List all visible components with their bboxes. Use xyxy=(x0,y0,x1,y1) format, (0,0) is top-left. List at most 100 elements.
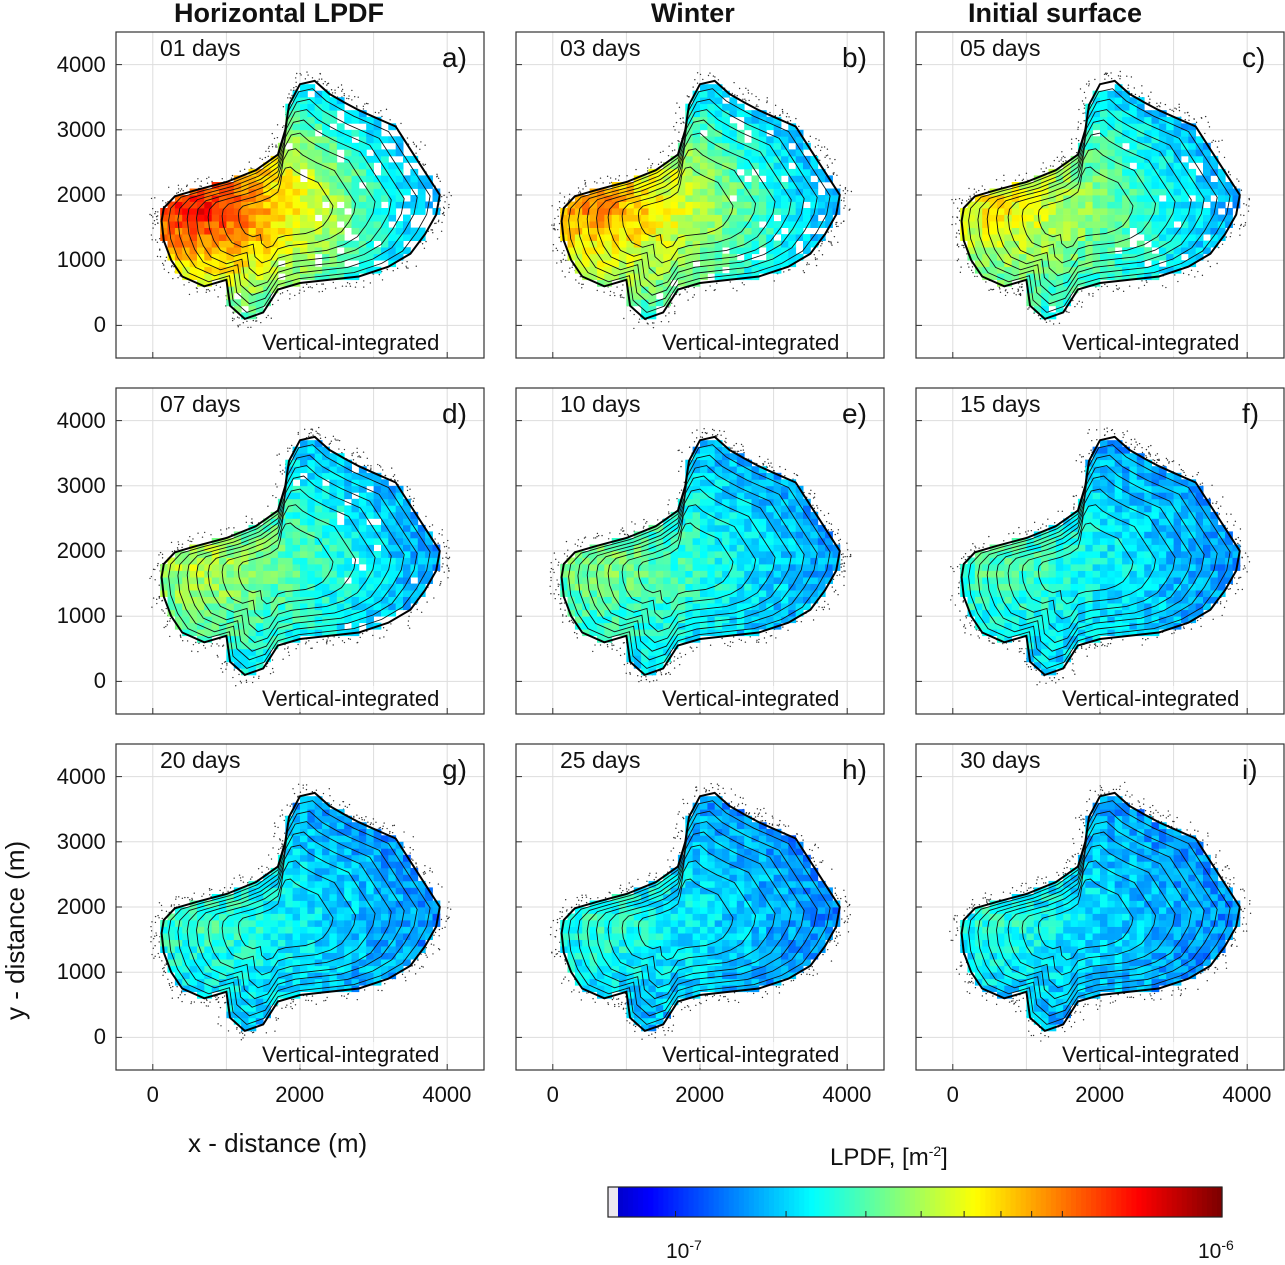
stipple-dot xyxy=(436,173,438,176)
lpdf-cell xyxy=(322,136,330,144)
lpdf-cell xyxy=(677,227,686,235)
stipple-dot xyxy=(623,317,625,320)
lpdf-cell xyxy=(1092,142,1101,150)
stipple-dot xyxy=(343,94,345,97)
stipple-dot xyxy=(960,266,962,268)
lpdf-cell xyxy=(1151,110,1160,118)
stipple-dot xyxy=(826,148,829,150)
lpdf-cell xyxy=(314,136,323,144)
lpdf-cell xyxy=(1085,208,1094,215)
lpdf-cell xyxy=(714,208,723,215)
stipple-dot xyxy=(288,93,290,95)
stipple-dot xyxy=(152,227,154,229)
lpdf-cell xyxy=(226,253,235,261)
lpdf-cell xyxy=(1122,234,1130,241)
stipple-dot xyxy=(974,275,976,278)
lpdf-cell xyxy=(567,201,576,209)
stipple-dot xyxy=(239,680,242,683)
stipple-dot xyxy=(962,244,965,247)
lpdf-cell xyxy=(395,136,404,144)
stipple-dot xyxy=(1022,289,1024,292)
lpdf-cell xyxy=(241,253,249,261)
stipple-dot xyxy=(311,287,313,289)
lpdf-cell xyxy=(226,208,235,215)
lpdf-cell xyxy=(263,292,271,300)
lpdf-cell xyxy=(1210,182,1219,189)
stipple-dot xyxy=(183,284,185,286)
lpdf-cell xyxy=(307,201,316,209)
lpdf-cell xyxy=(788,227,797,235)
lpdf-cell xyxy=(589,201,598,209)
stipple-dot xyxy=(363,280,365,282)
lpdf-cell xyxy=(1085,273,1094,281)
stipple-dot xyxy=(1070,148,1073,150)
stipple-dot xyxy=(832,173,835,176)
lpdf-cell xyxy=(751,142,760,150)
stipple-dot xyxy=(830,241,832,243)
lpdf-cell xyxy=(648,266,657,274)
lpdf-cell xyxy=(655,273,664,281)
stipple-dot xyxy=(168,186,170,188)
lpdf-cell xyxy=(700,110,708,118)
lpdf-cell xyxy=(1041,227,1049,235)
lpdf-cell xyxy=(300,273,308,281)
lpdf-cell xyxy=(700,234,708,241)
stipple-dot xyxy=(766,101,768,104)
stipple-dot xyxy=(265,316,268,319)
stipple-dot xyxy=(1045,167,1047,169)
lpdf-cell xyxy=(160,583,168,591)
lpdf-cell xyxy=(189,201,198,209)
lpdf-cell xyxy=(648,214,657,222)
stipple-dot xyxy=(809,135,812,138)
lpdf-cell xyxy=(1055,175,1064,183)
stipple-dot xyxy=(1146,281,1148,284)
lpdf-cell xyxy=(1136,182,1145,189)
lpdf-cell xyxy=(292,195,301,202)
lpdf-cell xyxy=(736,149,745,157)
lpdf-cell xyxy=(300,260,308,268)
stipple-dot xyxy=(1208,126,1211,128)
lpdf-cell xyxy=(1041,208,1049,215)
lpdf-cell xyxy=(300,162,308,170)
stipple-dot xyxy=(181,546,183,549)
lpdf-cell xyxy=(1122,110,1130,118)
lpdf-cell xyxy=(307,175,316,183)
lpdf-cell xyxy=(700,273,708,281)
lpdf-cell xyxy=(663,253,671,261)
lpdf-cell xyxy=(1100,260,1108,268)
lpdf-cell xyxy=(351,168,360,176)
stipple-dot xyxy=(298,292,300,294)
lpdf-cell xyxy=(788,195,797,202)
lpdf-cell xyxy=(1055,214,1064,222)
lpdf-cell xyxy=(358,142,367,150)
stipple-dot xyxy=(181,543,184,545)
stipple-dot xyxy=(1058,322,1061,324)
lpdf-cell xyxy=(1173,247,1182,255)
lpdf-cell xyxy=(751,266,760,274)
stipple-dot xyxy=(238,317,240,319)
lpdf-cell xyxy=(322,182,330,189)
stipple-dot xyxy=(413,497,415,500)
lpdf-cell xyxy=(736,136,745,144)
stipple-dot xyxy=(955,223,957,225)
depth-contour xyxy=(1021,148,1157,264)
stipple-dot xyxy=(1077,128,1079,131)
lpdf-cell xyxy=(167,564,176,571)
lpdf-cell xyxy=(1070,273,1079,281)
lpdf-cell xyxy=(692,221,701,228)
stipple-dot xyxy=(731,92,734,95)
lpdf-cell xyxy=(1122,240,1130,248)
stipple-dot xyxy=(553,223,555,225)
lpdf-cell xyxy=(1107,182,1116,189)
lpdf-cell xyxy=(1181,162,1189,170)
lpdf-cell xyxy=(589,240,598,248)
lpdf-cell xyxy=(1070,182,1079,189)
lpdf-cell xyxy=(626,182,635,189)
stipple-dot xyxy=(836,174,838,176)
lpdf-cell xyxy=(1070,221,1079,228)
lpdf-cell xyxy=(989,227,998,235)
stipple-dot xyxy=(747,89,749,92)
lpdf-cell xyxy=(692,149,701,157)
lpdf-cell xyxy=(1085,162,1094,170)
lpdf-cell xyxy=(982,227,990,235)
